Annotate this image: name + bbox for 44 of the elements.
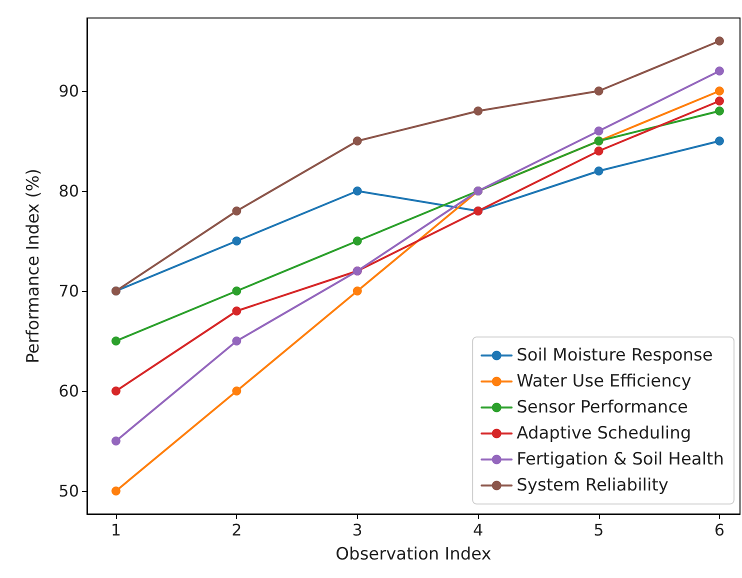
x-tick-label: 2 bbox=[232, 520, 242, 540]
point bbox=[232, 336, 242, 346]
x-tick-label: 1 bbox=[110, 520, 122, 540]
legend-label: Soil Moisture Response bbox=[516, 346, 713, 366]
y-tick-label: 90 bbox=[58, 82, 79, 100]
point bbox=[232, 206, 242, 216]
y-axis-title: Performance Index (%) bbox=[24, 168, 44, 364]
point bbox=[594, 126, 604, 136]
point bbox=[232, 286, 242, 296]
legend-label: Sensor Performance bbox=[516, 398, 688, 418]
x-tick-label: 3 bbox=[352, 520, 362, 540]
x-tick-label: 5 bbox=[594, 520, 604, 540]
point bbox=[111, 386, 120, 396]
y-tick-label: 60 bbox=[58, 382, 79, 400]
point bbox=[714, 96, 724, 106]
legend-label: Fertigation & Soil Health bbox=[516, 450, 724, 470]
point bbox=[352, 186, 362, 196]
legend-label: Adaptive Scheduling bbox=[516, 424, 692, 444]
y-tick-label: 80 bbox=[58, 182, 79, 200]
point bbox=[352, 136, 362, 146]
point bbox=[111, 486, 120, 496]
point bbox=[594, 86, 604, 96]
y-tick-label: 70 bbox=[58, 282, 79, 300]
point bbox=[111, 336, 120, 346]
legend-label: Water Use Efficiency bbox=[516, 372, 692, 392]
point bbox=[232, 306, 242, 316]
point bbox=[232, 236, 242, 246]
point bbox=[232, 386, 242, 396]
point bbox=[714, 86, 724, 96]
x-tick-label: 6 bbox=[714, 520, 725, 540]
point bbox=[714, 106, 724, 116]
point bbox=[474, 106, 483, 116]
x-tick-label: 4 bbox=[472, 520, 484, 540]
point bbox=[714, 36, 724, 46]
y-tick-label: 50 bbox=[58, 482, 79, 500]
point bbox=[352, 236, 362, 246]
x-axis-title: Observation Index bbox=[336, 544, 492, 564]
legend-label: System Reliability bbox=[516, 476, 668, 496]
point bbox=[714, 136, 724, 146]
point bbox=[111, 436, 120, 446]
point bbox=[594, 146, 604, 156]
point bbox=[352, 286, 362, 296]
point bbox=[714, 66, 724, 76]
point bbox=[594, 166, 604, 176]
